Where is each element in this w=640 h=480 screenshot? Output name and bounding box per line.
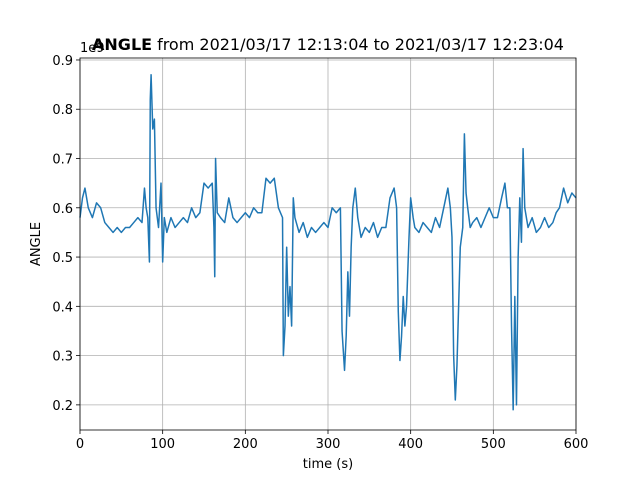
data-line [79,74,577,411]
x-axis-label: time (s) [303,457,353,472]
x-tick-label: 500 [481,437,506,452]
y-tick-label: 0.2 [52,399,73,414]
x-tick-label: 600 [564,437,589,452]
title-bold: ANGLE [92,35,152,54]
y-tick-label: 0.7 [52,153,73,168]
y-tick-label: 0.6 [52,202,73,217]
title-rest: from 2021/03/17 12:13:04 to 2021/03/17 1… [157,35,564,54]
y-tick-label: 0.4 [52,300,73,315]
y-offset-label: 1e9 [80,41,105,56]
y-axis-label: ANGLE [29,222,44,266]
y-tick-label: 0.8 [52,103,73,118]
x-tick-label: 100 [150,437,175,452]
y-tick-label: 0.5 [52,251,73,266]
x-tick-label: 0 [76,437,84,452]
x-tick-label: 200 [233,437,258,452]
x-tick-label: 400 [398,437,423,452]
plot-area [79,74,577,411]
y-tick-label: 0.3 [52,350,73,365]
x-tick-label: 300 [316,437,341,452]
y-tick-label: 0.9 [52,54,73,69]
chart-title: ANGLE from 2021/03/17 12:13:04 to 2021/03… [92,35,564,54]
